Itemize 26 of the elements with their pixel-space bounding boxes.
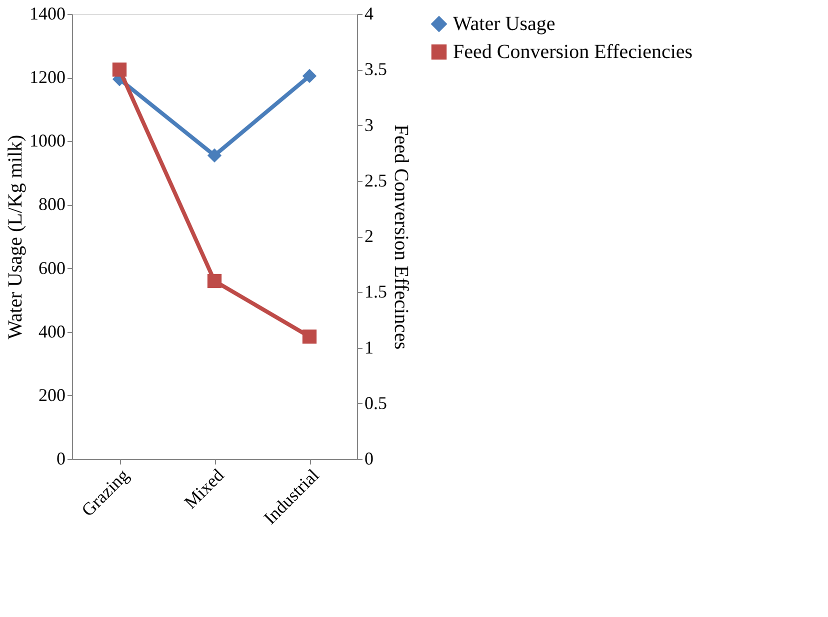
y2-tick-label: 3 bbox=[364, 114, 374, 135]
y-tick-label: 600 bbox=[38, 258, 66, 278]
y2-axis-title: Feed Conversion Effecinces bbox=[390, 124, 412, 350]
y2-tick-label: 1.5 bbox=[364, 282, 387, 302]
y-tick-label: 1000 bbox=[30, 130, 66, 151]
y2-tick-label: 4 bbox=[364, 4, 374, 24]
y-tick-label: 1200 bbox=[30, 67, 66, 88]
y2-tick-label: 0.5 bbox=[364, 392, 387, 413]
y2-tick-label: 1 bbox=[364, 337, 374, 358]
y-tick-label: 1400 bbox=[30, 4, 66, 24]
y-tick-label: 800 bbox=[38, 194, 66, 214]
point bbox=[112, 62, 127, 77]
point bbox=[207, 148, 222, 163]
y-tick-label: 400 bbox=[38, 321, 66, 342]
point bbox=[207, 274, 222, 288]
y2-tick-label: 2 bbox=[364, 226, 374, 246]
y2-tick-label: 2.5 bbox=[364, 170, 387, 190]
legend-label: Water Usage bbox=[453, 13, 556, 35]
y-axis-title: Water Usage (L/Kg milk) bbox=[4, 134, 26, 340]
y2-tick-label: 3.5 bbox=[364, 59, 387, 80]
point bbox=[302, 330, 317, 344]
legend-label: Feed Conversion Effeciencies bbox=[453, 41, 693, 63]
y2-tick-label: 0 bbox=[364, 448, 374, 468]
y-tick-label: 0 bbox=[56, 448, 66, 468]
point bbox=[302, 68, 317, 84]
y-tick-label: 200 bbox=[38, 384, 66, 405]
